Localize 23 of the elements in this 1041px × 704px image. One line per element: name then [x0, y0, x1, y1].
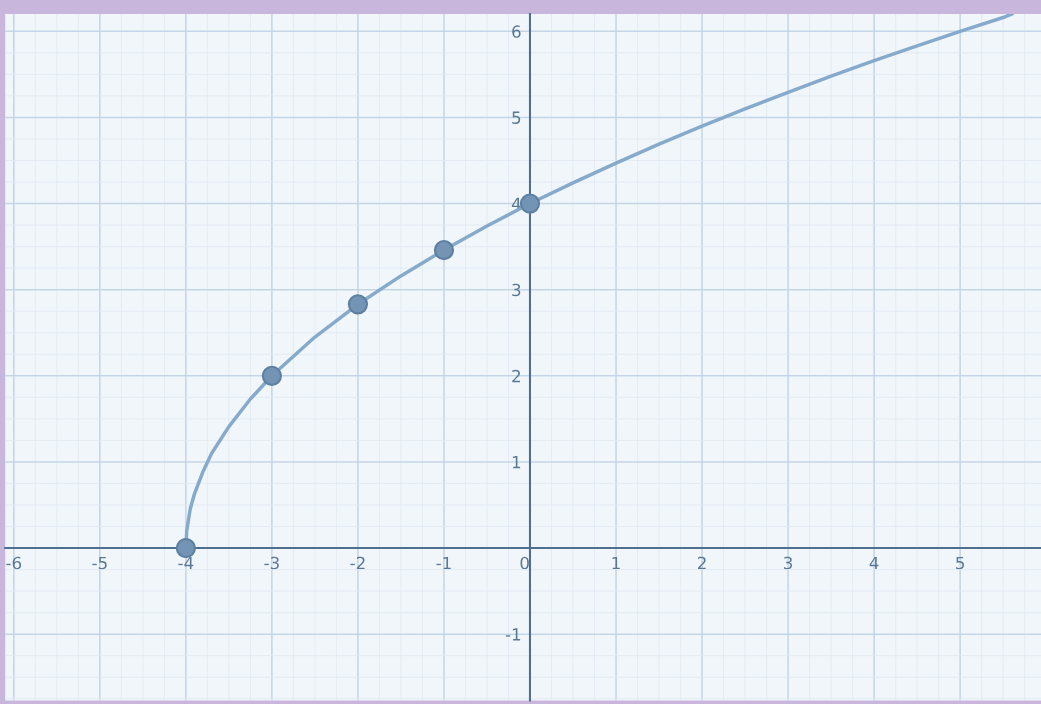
x-tick-label: -2	[350, 556, 365, 570]
x-tick-label: -3	[264, 556, 279, 570]
y-tick-label: 6	[512, 25, 521, 38]
x-tick-label: -1	[436, 556, 451, 570]
point	[433, 239, 455, 261]
x-tick-label: -5	[92, 556, 107, 570]
x-tick-label: -6	[6, 556, 22, 570]
x-tick-label: 2	[697, 556, 706, 570]
point	[519, 193, 541, 214]
point	[347, 294, 369, 315]
y-tick-label: 2	[512, 369, 520, 383]
y-tick-label: -1	[505, 628, 521, 641]
x-tick-label: 0	[520, 556, 529, 570]
y-tick-label: 5	[512, 111, 521, 124]
x-tick-label: 4	[869, 556, 879, 570]
y-tick-label: 1	[512, 456, 521, 469]
x-tick-label: 1	[612, 556, 620, 570]
y-tick-label: 3	[512, 283, 521, 297]
point	[175, 537, 196, 559]
x-tick-label: 5	[956, 556, 964, 570]
x-tick-label: 3	[784, 556, 793, 570]
x-tick-label: -4	[178, 556, 194, 570]
point	[261, 365, 282, 386]
